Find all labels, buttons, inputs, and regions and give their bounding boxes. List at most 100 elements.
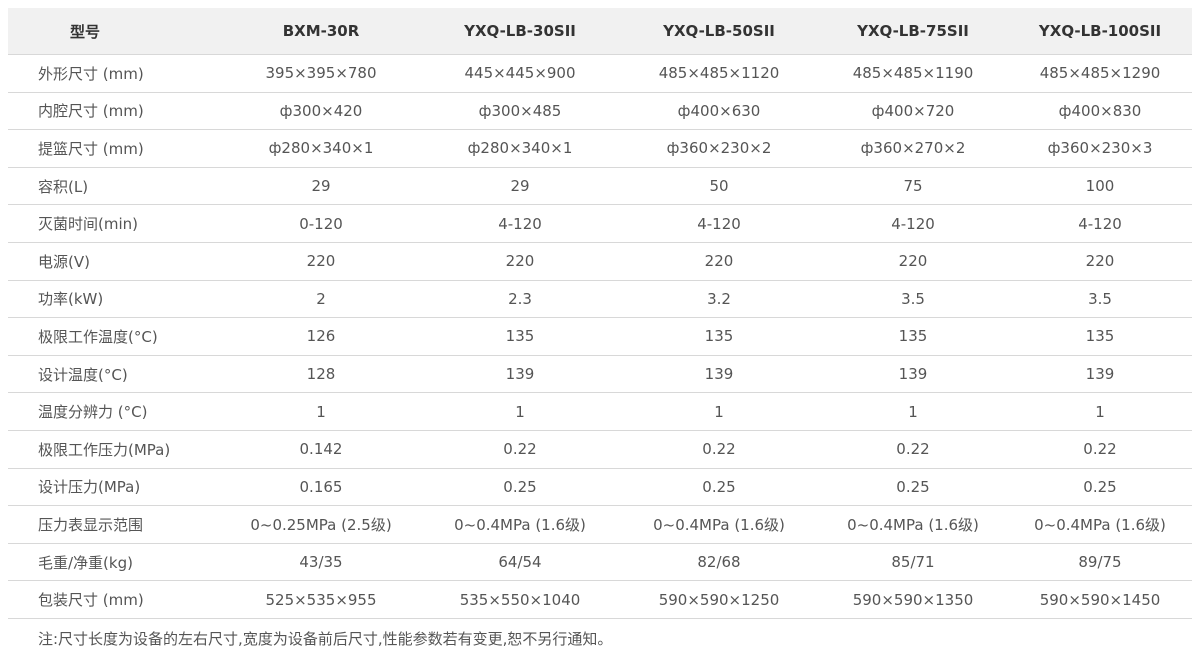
table-cell: 29 xyxy=(420,167,620,206)
table-cell: ф300×485 xyxy=(420,92,620,131)
table-cell: 525×535×955 xyxy=(222,580,420,619)
table-cell: 64/54 xyxy=(420,543,620,582)
table-cell: ф300×420 xyxy=(222,92,420,131)
table-cell: 4-120 xyxy=(420,204,620,243)
row-label: 外形尺寸 (mm) xyxy=(8,54,222,93)
table-cell: 135 xyxy=(1008,317,1192,356)
table-cell: 395×395×780 xyxy=(222,54,420,93)
header-cell: YXQ-LB-30SII xyxy=(420,8,620,55)
table-cell: 1 xyxy=(222,392,420,431)
table-cell: 535×550×1040 xyxy=(420,580,620,619)
row-label: 温度分辨力 (°C) xyxy=(8,392,222,431)
row-label: 内腔尺寸 (mm) xyxy=(8,92,222,131)
table-cell: 2 xyxy=(222,280,420,319)
table-cell: 220 xyxy=(620,242,818,281)
table-cell: 0~0.4MPa (1.6级) xyxy=(818,505,1008,544)
table-cell: 0~0.25MPa (2.5级) xyxy=(222,505,420,544)
table-cell: 1 xyxy=(1008,392,1192,431)
table-cell: 135 xyxy=(620,317,818,356)
table-cell: 485×485×1120 xyxy=(620,54,818,93)
table-cell: 100 xyxy=(1008,167,1192,206)
table-cell: 135 xyxy=(818,317,1008,356)
table-body: 外形尺寸 (mm) 395×395×780 445×445×900 485×485×1… xyxy=(8,54,1192,619)
table-row: 极限工作压力(MPa) 0.142 0.22 0.22 0.22 0.22 xyxy=(8,430,1192,469)
table-cell: ф280×340×1 xyxy=(420,129,620,168)
header-row: 型号 BXM-30R YXQ-LB-30SII YXQ-LB-50SII YXQ-LB-… xyxy=(8,8,1192,55)
table-cell: 75 xyxy=(818,167,1008,206)
table-cell: 1 xyxy=(620,392,818,431)
table-row: 外形尺寸 (mm) 395×395×780 445×445×900 485×485×1… xyxy=(8,54,1192,93)
table-row: 灭菌时间(min) 0-120 4-120 4-120 4-120 4-120 xyxy=(8,204,1192,243)
header-cell: YXQ-LB-75SII xyxy=(818,8,1008,55)
table-cell: ф280×340×1 xyxy=(222,129,420,168)
table-cell: ф360×230×3 xyxy=(1008,129,1192,168)
footnote: 注:尺寸长度为设备的左右尺寸,宽度为设备前后尺寸,性能参数若有变更,恕不另行通知… xyxy=(38,630,613,648)
table-cell: 0.25 xyxy=(620,468,818,507)
table-cell: 4-120 xyxy=(818,204,1008,243)
spec-table: 型号 BXM-30R YXQ-LB-30SII YXQ-LB-50SII YXQ-LB-… xyxy=(8,8,1192,619)
table-cell: ф400×630 xyxy=(620,92,818,131)
table-cell: 3.5 xyxy=(1008,280,1192,319)
table-cell: 0~0.4MPa (1.6级) xyxy=(620,505,818,544)
table-cell: 126 xyxy=(222,317,420,356)
table-cell: 82/68 xyxy=(620,543,818,582)
table-cell: 3.2 xyxy=(620,280,818,319)
row-label: 功率(kW) xyxy=(8,280,222,319)
table-cell: 0.22 xyxy=(1008,430,1192,469)
table-cell: 0.22 xyxy=(620,430,818,469)
table-row: 提篮尺寸 (mm) ф280×340×1 ф280×340×1 ф360×230×2 ф… xyxy=(8,129,1192,168)
row-label: 电源(V) xyxy=(8,242,222,281)
table-cell: 4-120 xyxy=(1008,204,1192,243)
table-cell: 139 xyxy=(620,355,818,394)
table-cell: 485×485×1290 xyxy=(1008,54,1192,93)
table-row: 内腔尺寸 (mm) ф300×420 ф300×485 ф400×630 ф400×72… xyxy=(8,92,1192,131)
spec-table-wrap: 型号 BXM-30R YXQ-LB-30SII YXQ-LB-50SII YXQ-LB-… xyxy=(8,8,1192,619)
header-cell: BXM-30R xyxy=(222,8,420,55)
table-cell: 485×485×1190 xyxy=(818,54,1008,93)
table-row: 电源(V) 220 220 220 220 220 xyxy=(8,242,1192,281)
table-cell: 1 xyxy=(420,392,620,431)
table-cell: 590×590×1350 xyxy=(818,580,1008,619)
table-cell: 0~0.4MPa (1.6级) xyxy=(1008,505,1192,544)
table-cell: ф400×830 xyxy=(1008,92,1192,131)
table-cell: ф360×270×2 xyxy=(818,129,1008,168)
table-row: 功率(kW) 2 2.3 3.2 3.5 3.5 xyxy=(8,280,1192,319)
row-label: 毛重/净重(kg) xyxy=(8,543,222,582)
table-row: 温度分辨力 (°C) 1 1 1 1 1 xyxy=(8,392,1192,431)
header-cell: YXQ-LB-50SII xyxy=(620,8,818,55)
row-label: 极限工作温度(°C) xyxy=(8,317,222,356)
table-cell: 4-120 xyxy=(620,204,818,243)
table-row: 设计压力(MPa) 0.165 0.25 0.25 0.25 0.25 xyxy=(8,468,1192,507)
table-row: 包装尺寸 (mm) 525×535×955 535×550×1040 590×590×… xyxy=(8,580,1192,619)
header-cell: YXQ-LB-100SII xyxy=(1008,8,1192,55)
table-cell: 590×590×1250 xyxy=(620,580,818,619)
row-label: 极限工作压力(MPa) xyxy=(8,430,222,469)
table-cell: 0-120 xyxy=(222,204,420,243)
table-cell: 0.25 xyxy=(818,468,1008,507)
table-cell: 128 xyxy=(222,355,420,394)
table-cell: 0.22 xyxy=(420,430,620,469)
table-cell: 1 xyxy=(818,392,1008,431)
table-cell: 0.25 xyxy=(1008,468,1192,507)
table-cell: ф400×720 xyxy=(818,92,1008,131)
table-cell: 0.142 xyxy=(222,430,420,469)
table-cell: 2.3 xyxy=(420,280,620,319)
table-cell: 590×590×1450 xyxy=(1008,580,1192,619)
table-row: 毛重/净重(kg) 43/35 64/54 82/68 85/71 89/75 xyxy=(8,543,1192,582)
table-cell: 50 xyxy=(620,167,818,206)
table-cell: 220 xyxy=(420,242,620,281)
row-label: 包装尺寸 (mm) xyxy=(8,580,222,619)
row-label: 容积(L) xyxy=(8,167,222,206)
row-label: 提篮尺寸 (mm) xyxy=(8,129,222,168)
table-cell: 220 xyxy=(818,242,1008,281)
table-row: 极限工作温度(°C) 126 135 135 135 135 xyxy=(8,317,1192,356)
table-cell: 139 xyxy=(420,355,620,394)
table-cell: 0~0.4MPa (1.6级) xyxy=(420,505,620,544)
table-cell: 43/35 xyxy=(222,543,420,582)
header-cell: 型号 xyxy=(8,8,222,55)
table-cell: 0.22 xyxy=(818,430,1008,469)
table-cell: 139 xyxy=(1008,355,1192,394)
row-label: 压力表显示范围 xyxy=(8,505,222,544)
table-cell: 3.5 xyxy=(818,280,1008,319)
